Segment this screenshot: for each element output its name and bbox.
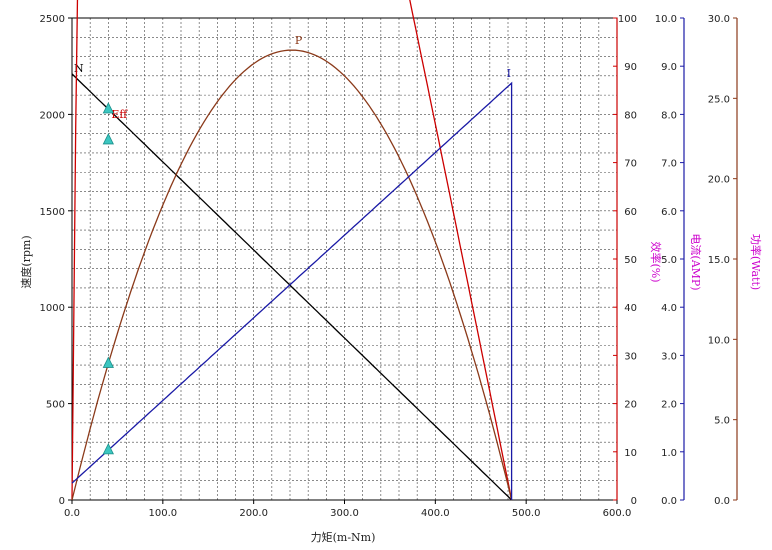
series-p-label: P — [295, 34, 303, 47]
power-axis-title: 功率(Watt) — [749, 234, 763, 290]
x-tick-label: 500.0 — [512, 508, 541, 519]
series-eff-label: Eff — [111, 108, 128, 121]
efficiency-tick-label: 50 — [624, 255, 637, 266]
speed-tick-label: 500 — [46, 400, 65, 411]
efficiency-tick-label: 0 — [631, 496, 637, 507]
power-tick-label: 30.0 — [708, 14, 730, 25]
grid — [72, 18, 617, 500]
current-tick-label: 8.0 — [661, 110, 677, 121]
power-tick-label: 20.0 — [708, 175, 730, 186]
series-i-line — [71, 81, 513, 500]
x-tick-label: 600.0 — [603, 508, 632, 519]
power-axis: 0.0 5.0 10.0 15.0 20.0 25.0 30.0 — [708, 14, 738, 507]
x-axis-title: 力矩(m-Nm) — [311, 531, 376, 544]
speed-tick-label: 2500 — [40, 14, 65, 25]
current-tick-label: 6.0 — [661, 207, 677, 218]
speed-axis-title: 速度(rpm) — [19, 235, 33, 288]
current-tick-label: 3.0 — [661, 351, 677, 362]
series-p-line — [71, 49, 513, 501]
efficiency-tick-label: 70 — [624, 159, 637, 170]
current-tick-label: 10.0 — [655, 14, 677, 25]
efficiency-tick-label: 90 — [624, 62, 637, 73]
speed-tick-label: 0 — [59, 496, 65, 507]
current-tick-label: 1.0 — [661, 448, 677, 459]
x-tick-label: 200.0 — [239, 508, 268, 519]
power-tick-label: 10.0 — [708, 335, 730, 346]
x-tick-label: 100.0 — [149, 508, 178, 519]
current-tick-label: 5.0 — [661, 255, 677, 266]
power-tick-label: 25.0 — [708, 94, 730, 105]
series-eff-line — [71, 0, 513, 501]
speed-tick-label: 1500 — [40, 207, 65, 218]
efficiency-axis: 0 10 20 30 40 50 60 70 80 90 100 — [613, 14, 637, 507]
current-tick-label: 0.0 — [661, 496, 677, 507]
operating-point-marker — [102, 356, 114, 368]
series-group: N Eff P I — [71, 0, 513, 501]
current-tick-label: 7.0 — [661, 159, 677, 170]
efficiency-tick-label: 40 — [624, 303, 637, 314]
efficiency-tick-label: 60 — [624, 207, 637, 218]
current-tick-label: 9.0 — [661, 62, 677, 73]
current-tick-label: 4.0 — [661, 303, 677, 314]
current-axis: 0.0 1.0 2.0 3.0 4.0 5.0 6.0 7.0 8.0 9.0 10.0 — [655, 14, 685, 507]
torque-axis: 0.0 100.0 200.0 300.0 400.0 500.0 600.0 — [64, 500, 631, 519]
efficiency-axis-title: 效率(%) — [649, 241, 663, 282]
power-tick-label: 15.0 — [708, 255, 730, 266]
series-i-label: I — [507, 67, 511, 80]
operating-point-marker — [102, 442, 114, 455]
speed-tick-label: 2000 — [40, 110, 65, 121]
efficiency-tick-label: 100 — [618, 14, 637, 25]
x-tick-label: 300.0 — [330, 508, 359, 519]
speed-axis: 0 500 1000 1500 2000 2500 — [40, 14, 72, 507]
efficiency-tick-label: 80 — [624, 110, 637, 121]
x-tick-label: 400.0 — [421, 508, 450, 519]
series-n-line — [71, 73, 513, 501]
efficiency-tick-label: 30 — [624, 351, 637, 362]
x-tick-label: 0.0 — [64, 508, 80, 519]
series-n-label: N — [74, 62, 84, 75]
markers-group — [102, 102, 114, 455]
operating-point-marker — [102, 133, 114, 145]
efficiency-tick-label: 10 — [624, 448, 637, 459]
current-axis-title: 电流(AMP) — [689, 233, 703, 290]
operating-point-marker — [102, 102, 114, 114]
current-tick-label: 2.0 — [661, 400, 677, 411]
speed-tick-label: 1000 — [40, 303, 65, 314]
power-tick-label: 0.0 — [714, 496, 730, 507]
efficiency-tick-label: 20 — [624, 400, 637, 411]
power-tick-label: 5.0 — [714, 416, 730, 427]
